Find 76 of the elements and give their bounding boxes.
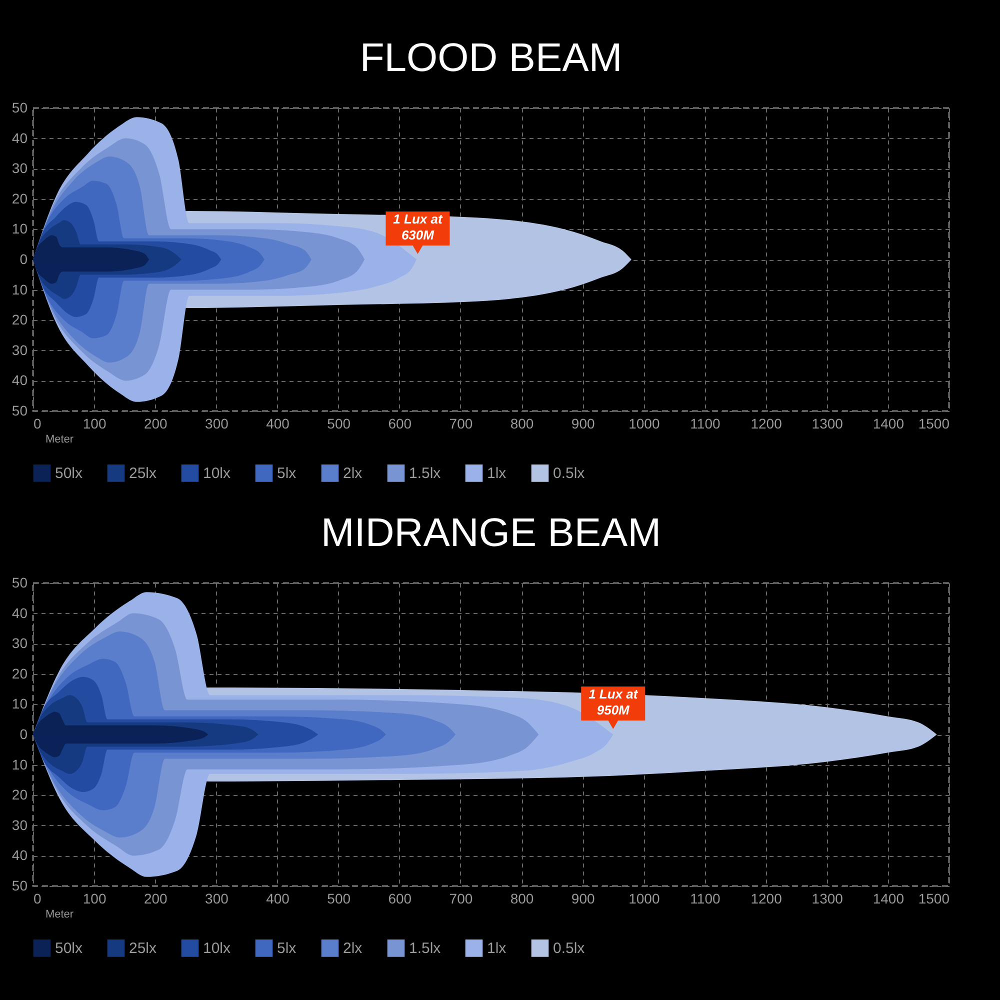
legend-label: 10lx — [203, 465, 232, 482]
x-tick-label: 0 — [34, 890, 42, 906]
annotation: 1 Lux at 950M — [588, 686, 638, 718]
y-tick-label: 10 — [12, 220, 28, 237]
x-tick-label: 800 — [510, 890, 534, 906]
annotation: 1 Lux at 630M — [393, 212, 443, 242]
legend-label: 1lx — [487, 465, 507, 482]
chart-title: MIDRANGE BEAM — [320, 511, 662, 555]
x-tick-label: 100 — [82, 890, 106, 906]
legend-label: 25lx — [129, 465, 158, 482]
y-tick-label: 40 — [12, 372, 28, 388]
x-tick-label: 1000 — [628, 890, 660, 906]
x-tick-label: 900 — [571, 890, 595, 906]
y-tick-label: 10 — [12, 281, 28, 298]
y-tick-label: 0 — [20, 251, 28, 267]
x-tick-label: 600 — [388, 890, 412, 906]
x-tick-label: 300 — [205, 890, 229, 906]
y-tick-label: 10 — [12, 756, 28, 772]
y-tick-label: 20 — [12, 786, 28, 803]
y-tick-label: 30 — [12, 635, 28, 652]
y-tick-label: 10 — [12, 696, 28, 712]
legend-label: 50lx — [55, 465, 84, 482]
x-tick-label: 500 — [327, 890, 351, 906]
legend-label: 0.5lx — [553, 465, 586, 482]
legend-label: 25lx — [129, 940, 158, 958]
x-tick-label: 1500 — [918, 416, 950, 432]
legend-label: 50lx — [55, 940, 84, 958]
y-tick-label: 0 — [20, 726, 28, 742]
y-tick-label: 30 — [12, 816, 28, 833]
y-tick-label: 40 — [12, 130, 28, 146]
x-tick-label: 1400 — [872, 890, 904, 906]
x-tick-label: 800 — [510, 416, 534, 432]
x-tick-label: 700 — [449, 890, 473, 906]
x-axis-title: Meter — [45, 434, 74, 446]
x-tick-label: 1500 — [918, 890, 950, 906]
y-tick-label: 40 — [12, 847, 28, 864]
x-tick-label: 300 — [205, 416, 229, 432]
y-tick-label: 20 — [12, 190, 28, 206]
y-tick-label: 50 — [12, 878, 28, 894]
y-tick-label: 20 — [12, 312, 28, 328]
y-tick-label: 50 — [12, 574, 28, 590]
legend-label: 2lx — [343, 465, 363, 482]
y-tick-label: 20 — [12, 665, 28, 682]
x-tick-label: 1100 — [690, 890, 720, 906]
x-tick-label: 700 — [449, 416, 473, 432]
x-tick-label: 100 — [82, 416, 106, 432]
y-tick-label: 30 — [12, 160, 28, 176]
x-tick-label: 1100 — [690, 416, 720, 432]
legend-label: 1.5lx — [409, 940, 442, 958]
x-tick-label: 400 — [266, 416, 290, 432]
legend-label: 5lx — [277, 465, 297, 482]
legend-label: 2lx — [343, 940, 363, 958]
y-tick-label: 30 — [12, 342, 28, 358]
x-axis-title: Meter — [45, 908, 74, 920]
x-tick-label: 200 — [144, 416, 168, 432]
y-tick-label: 50 — [12, 402, 28, 418]
legend-label: 0.5lx — [553, 940, 586, 958]
x-tick-label: 1200 — [750, 890, 782, 906]
chart-title: FLOOD BEAM — [360, 36, 622, 80]
x-tick-label: 600 — [388, 416, 412, 432]
x-tick-label: 400 — [266, 890, 290, 906]
legend-label: 1lx — [487, 940, 507, 958]
x-tick-label: 0 — [34, 416, 42, 432]
x-tick-label: 900 — [571, 416, 595, 432]
x-tick-label: 1000 — [628, 416, 660, 432]
x-tick-label: 1300 — [812, 890, 844, 906]
x-tick-label: 500 — [327, 416, 351, 432]
legend-label: 5lx — [277, 940, 297, 958]
legend-label: 1.5lx — [409, 465, 442, 482]
legend-label: 10lx — [203, 940, 232, 958]
y-tick-label: 50 — [12, 100, 28, 116]
x-tick-label: 200 — [144, 890, 168, 906]
y-tick-label: 40 — [12, 604, 28, 621]
x-tick-label: 1300 — [812, 416, 844, 432]
x-tick-label: 1200 — [750, 416, 782, 432]
x-tick-label: 1400 — [872, 416, 904, 432]
